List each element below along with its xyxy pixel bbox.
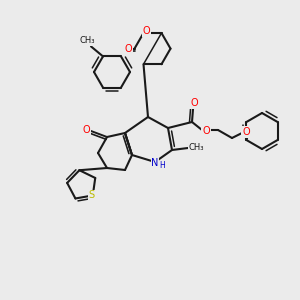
- Text: O: O: [82, 125, 90, 135]
- Text: S: S: [89, 190, 95, 200]
- Text: O: O: [202, 126, 210, 136]
- Text: O: O: [242, 127, 250, 137]
- Text: O: O: [190, 98, 198, 108]
- Text: N: N: [151, 158, 159, 168]
- Text: H: H: [159, 161, 165, 170]
- Text: CH₃: CH₃: [79, 36, 95, 45]
- Text: CH₃: CH₃: [188, 143, 204, 152]
- Text: O: O: [143, 26, 150, 36]
- Text: O: O: [125, 44, 132, 54]
